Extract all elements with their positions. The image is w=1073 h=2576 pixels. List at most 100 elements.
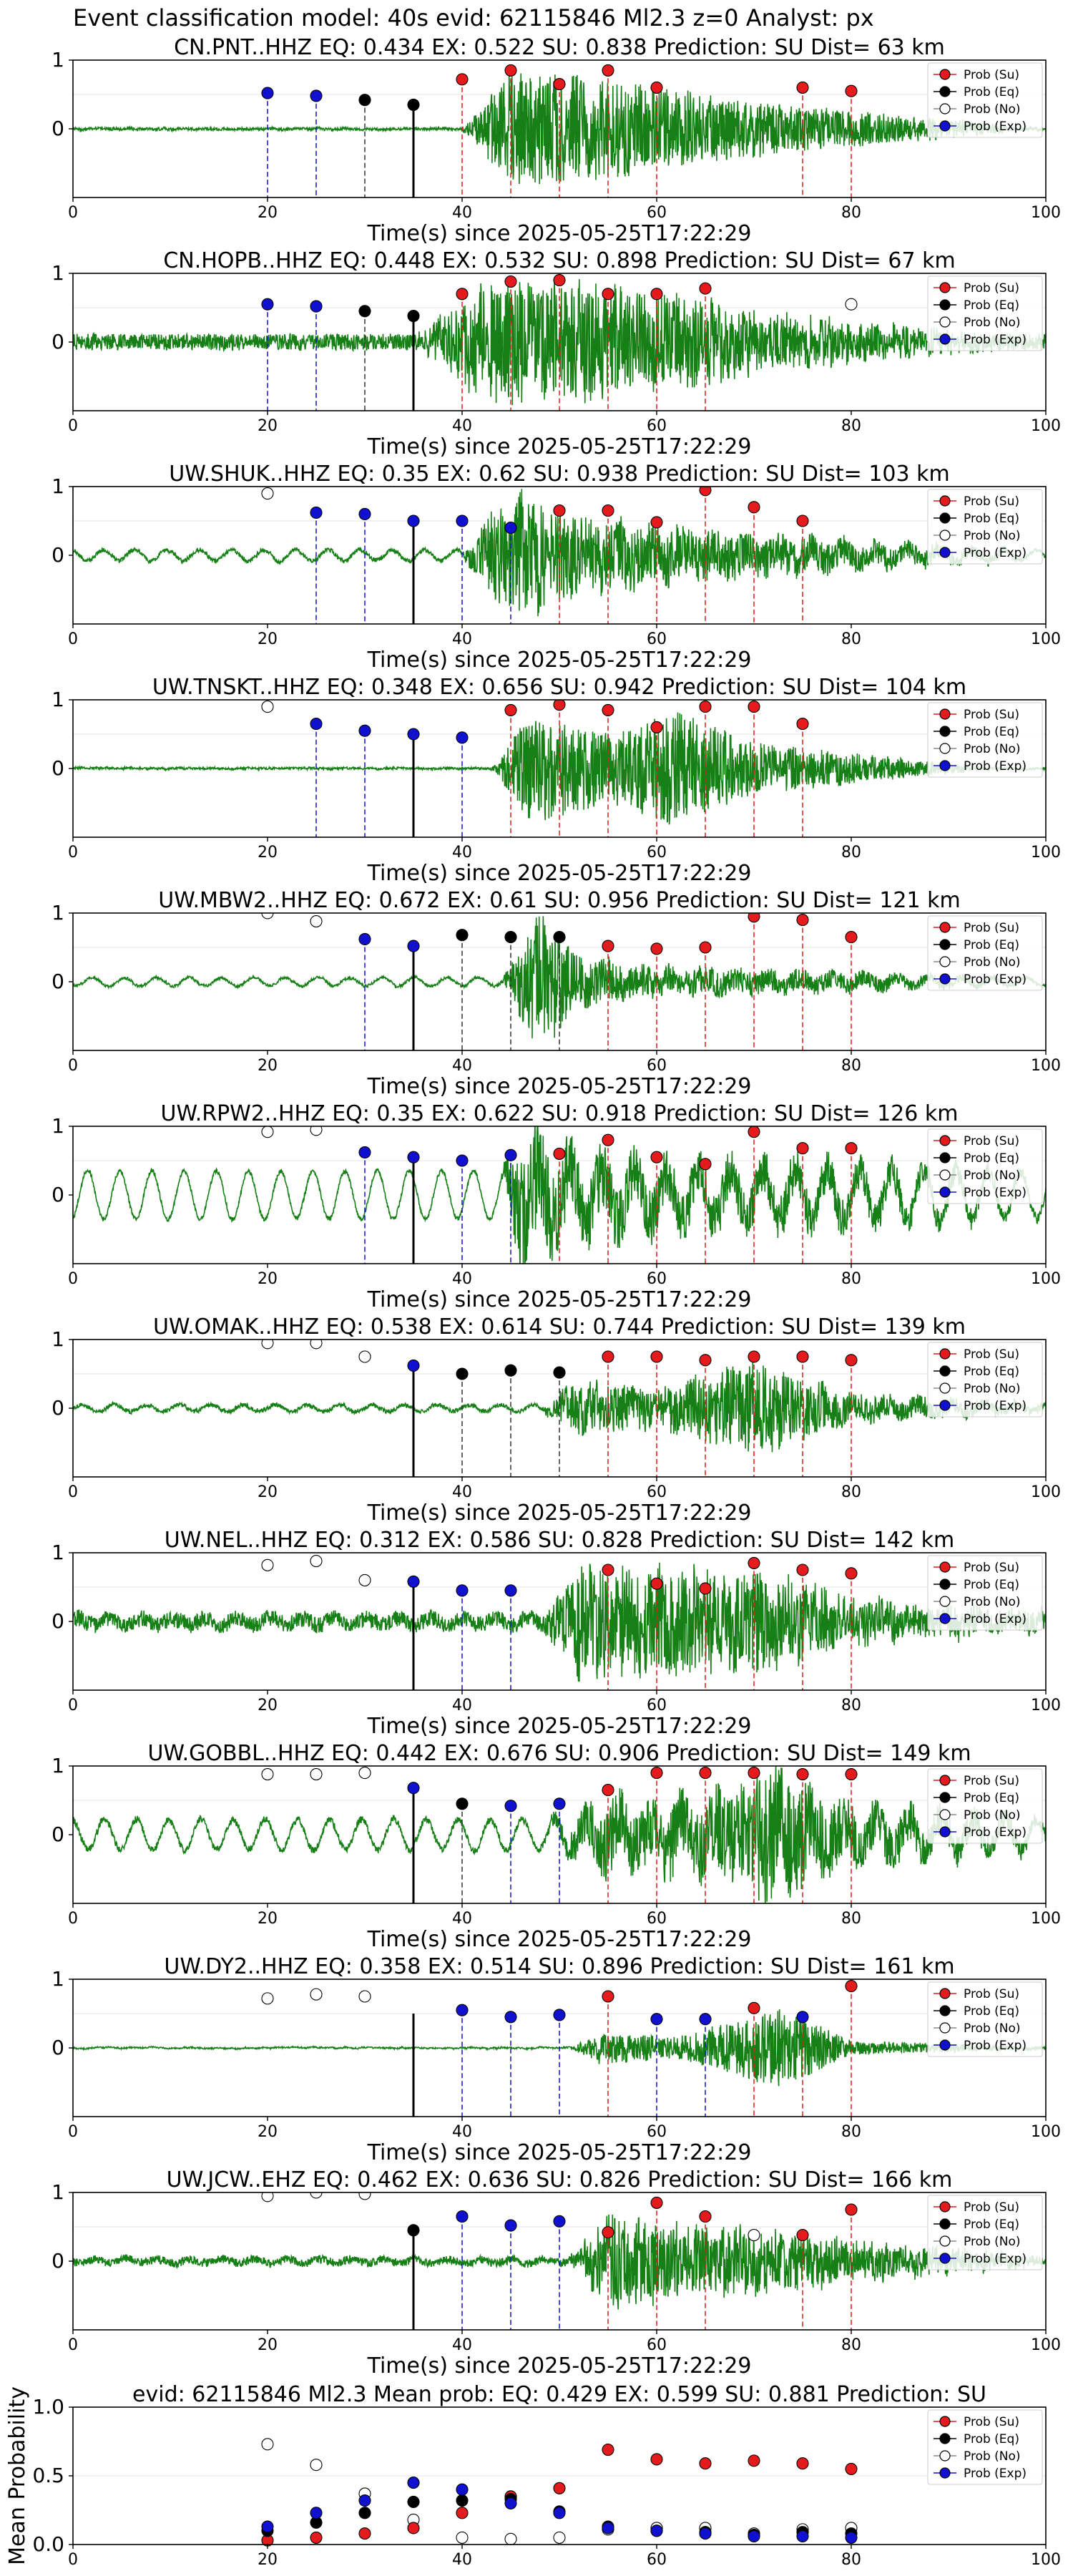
prob-marker-exp: [553, 2215, 566, 2228]
legend-label-su: Prob (Su): [964, 708, 1019, 722]
station-panel: UW.RPW2..HHZ EQ: 0.35 EX: 0.622 SU: 0.91…: [52, 1101, 1061, 1312]
legend-label-su: Prob (Su): [964, 921, 1019, 935]
legend-label-exp: Prob (Exp): [964, 1399, 1027, 1413]
x-tick-label: 80: [841, 1057, 861, 1075]
legend-label-eq: Prob (Eq): [964, 512, 1019, 526]
prob-marker-su: [748, 701, 760, 713]
legend-marker-no: [939, 956, 951, 967]
legend-label-exp: Prob (Exp): [964, 333, 1027, 347]
y-tick-label: 0: [52, 756, 64, 780]
prob-marker-exp: [650, 2013, 663, 2026]
x-tick-label: 40: [452, 417, 472, 435]
prob-marker-no: [310, 1554, 323, 1568]
legend-label-no: Prob (No): [964, 955, 1021, 970]
x-tick-label: 20: [258, 1910, 278, 1928]
x-axis-label: Time(s) since 2025-05-25T17:22:29: [367, 2140, 752, 2165]
prob-marker-exp: [796, 2011, 809, 2024]
prob-marker-su: [602, 288, 614, 301]
prob-marker-su: [456, 288, 469, 301]
x-tick-label: 60: [647, 630, 667, 648]
legend-label-eq: Prob (Eq): [964, 1365, 1019, 1379]
prob-marker-su: [796, 2228, 809, 2242]
prob-marker-su: [602, 1563, 614, 1576]
x-tick-label: 0: [68, 1057, 78, 1075]
legend-marker-eq: [939, 2005, 951, 2016]
prob-marker-exp: [504, 522, 517, 535]
legend-marker-su: [939, 1561, 951, 1573]
legend-marker-su: [939, 495, 951, 507]
prob-marker-no: [845, 298, 858, 311]
x-tick-label: 100: [1031, 1057, 1061, 1075]
panel-title: UW.OMAK..HHZ EQ: 0.538 EX: 0.614 SU: 0.7…: [153, 1314, 966, 1340]
legend-label-su: Prob (Su): [964, 1347, 1019, 1362]
y-tick-label: 0: [52, 1396, 64, 1420]
y-tick-label: 0: [52, 1609, 64, 1633]
x-tick-label: 40: [452, 630, 472, 648]
prob-marker-su: [553, 504, 566, 517]
prob-marker-eq: [456, 1367, 469, 1380]
x-tick-label: 60: [647, 417, 667, 435]
y-tick-label: 1: [52, 688, 64, 711]
x-tick-label: 20: [258, 630, 278, 648]
legend-marker-su: [939, 2201, 951, 2212]
prob-marker-eq: [456, 929, 469, 942]
prob-marker-su: [650, 721, 663, 733]
legend-label-eq: Prob (Eq): [964, 725, 1019, 739]
mean-prob-marker-no: [310, 2459, 323, 2472]
mean-prob-marker-su: [699, 2457, 712, 2470]
prob-marker-su: [504, 64, 517, 77]
prob-marker-su: [650, 1577, 663, 1590]
legend-box: [927, 1981, 1043, 2057]
x-tick-label: 80: [841, 844, 861, 862]
x-tick-label: 100: [1031, 204, 1061, 222]
prob-marker-exp: [456, 1584, 469, 1597]
x-tick-label: 0: [68, 1697, 78, 1714]
prob-marker-no: [261, 1126, 274, 1138]
legend-label-eq: Prob (Eq): [964, 938, 1019, 952]
x-tick-label: 20: [258, 2551, 278, 2569]
prob-marker-su: [796, 1563, 809, 1576]
plot-area: [73, 700, 1046, 837]
prob-marker-eq: [504, 931, 517, 944]
x-tick-label: 20: [258, 1057, 278, 1075]
prob-marker-no: [310, 1126, 323, 1136]
legend-marker-eq: [939, 1365, 951, 1377]
x-tick-label: 60: [647, 1057, 667, 1075]
legend-marker-exp: [939, 2253, 951, 2264]
prob-marker-no: [310, 914, 323, 928]
legend-label-exp: Prob (Exp): [964, 1612, 1027, 1626]
mean-prob-marker-exp: [845, 2531, 858, 2544]
mean-prob-marker-exp: [456, 2483, 469, 2496]
legend-marker-no: [939, 316, 951, 328]
prob-marker-su: [796, 1350, 809, 1363]
x-tick-label: 80: [841, 204, 861, 222]
prob-marker-no: [748, 2228, 760, 2242]
legend-label-eq: Prob (Eq): [964, 2004, 1019, 2019]
plot-area: [73, 2192, 1046, 2330]
legend-label-no: Prob (No): [964, 2235, 1021, 2249]
x-tick-label: 80: [841, 1483, 861, 1501]
legend-label-exp: Prob (Exp): [964, 2467, 1027, 2481]
legend-marker-no: [939, 530, 951, 541]
prob-marker-exp: [456, 2004, 469, 2016]
prob-marker-no: [261, 701, 274, 713]
mean-prob-marker-eq: [358, 2507, 371, 2519]
y-tick-label: 0: [52, 1823, 64, 1846]
prob-marker-eq: [553, 931, 566, 944]
mean-prob-marker-exp: [407, 2477, 420, 2489]
panel-title: UW.NEL..HHZ EQ: 0.312 EX: 0.586 SU: 0.82…: [165, 1528, 954, 1553]
mean-prob-marker-no: [261, 2438, 274, 2451]
x-tick-label: 80: [841, 417, 861, 435]
x-tick-label: 0: [68, 204, 78, 222]
prob-marker-exp: [407, 728, 420, 741]
x-axis-label: Time(s) since 2025-05-25T17:22:29: [367, 648, 752, 673]
x-tick-label: 0: [68, 1483, 78, 1501]
mean-prob-marker-no: [504, 2532, 517, 2545]
x-tick-label: 100: [1031, 2336, 1061, 2354]
prob-marker-su: [748, 1767, 760, 1780]
x-tick-label: 40: [452, 1270, 472, 1288]
x-tick-label: 60: [647, 2336, 667, 2354]
prob-marker-su: [602, 1350, 614, 1363]
legend-box: [927, 1128, 1043, 1204]
